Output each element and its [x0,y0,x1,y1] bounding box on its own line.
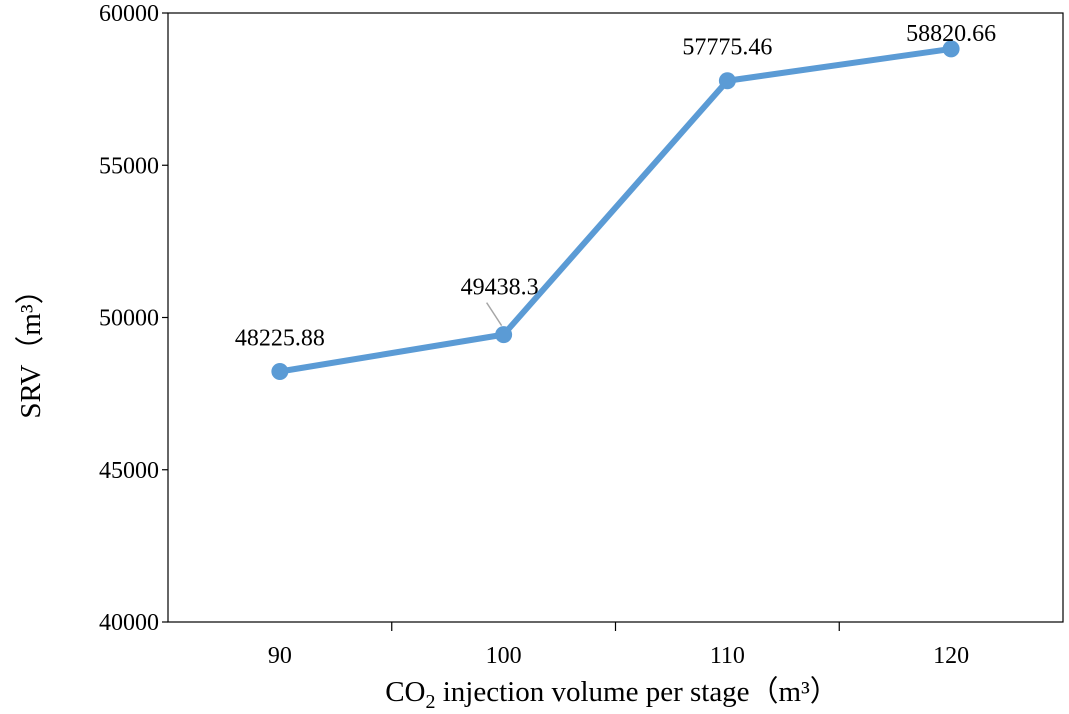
x-axis-ticks: 90 100 110 120 [268,622,969,669]
x-axis-title-prefix: CO [385,676,425,708]
y-tick-label: 40000 [99,610,159,636]
data-point [942,40,960,58]
data-label: 58820.66 [906,21,996,47]
y-tick-label: 60000 [99,1,159,27]
series-layer [271,40,960,381]
x-tick-label: 90 [268,643,292,669]
series-line [276,45,955,375]
data-label: 57775.46 [682,35,772,61]
x-axis-title-suffix: injection volume per stage（m³） [435,676,838,708]
data-point [718,72,736,90]
x-axis-title: CO2 injection volume per stage（m³） [385,676,839,713]
data-label-leader-line [485,302,503,327]
y-axis-ticks: 40000 45000 50000 55000 60000 [99,1,168,636]
data-point [495,326,513,344]
x-tick-label: 100 [486,643,522,669]
data-point [271,363,289,381]
plot-area-frame [167,12,1064,623]
x-tick-label: 110 [710,643,745,669]
data-labels-layer: 48225.88 49438.3 57775.46 58820.66 [235,21,996,352]
x-tick-label: 120 [933,643,969,669]
data-label: 49438.3 [461,275,539,301]
y-axis-title: SRV（m³） [15,275,47,418]
y-tick-label: 55000 [99,153,159,179]
y-tick-label: 50000 [99,306,159,332]
y-tick-label: 45000 [99,458,159,484]
data-label: 48225.88 [235,326,325,352]
x-axis-title-subscript: 2 [425,691,435,713]
